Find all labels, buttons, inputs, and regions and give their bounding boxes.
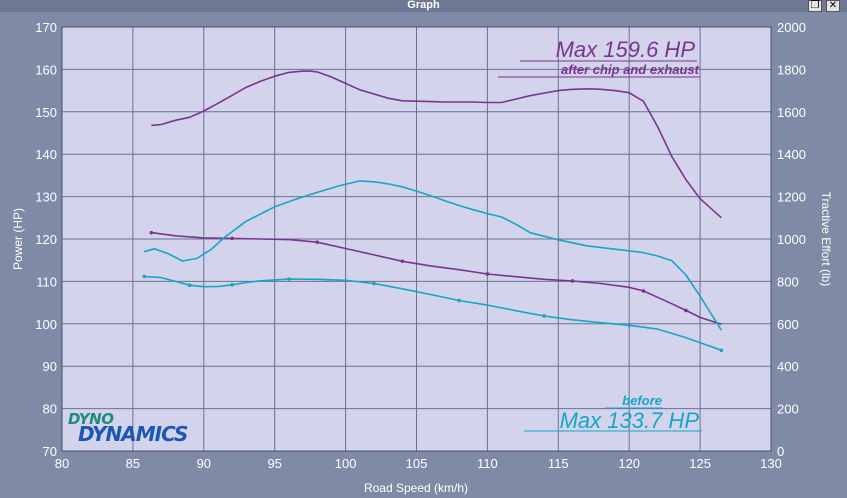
y2-tick-label: 0 <box>777 444 784 459</box>
series-point-before-tractive <box>142 274 147 279</box>
tick-labels: 80 85 90 95 100 105 110 115 120 125 13070809010011… <box>35 20 806 471</box>
series-point-after-tractive <box>230 236 234 241</box>
series-point-before-tractive <box>230 282 234 287</box>
dyno-dynamics-logo: DYNO DYNAMICS <box>66 410 236 450</box>
restore-window-icon[interactable]: ❐ <box>808 0 822 12</box>
series-point-after-tractive <box>570 279 575 283</box>
y2-tick-label: 1400 <box>777 147 806 162</box>
annotation-before-max: Max 133.7 HP <box>560 408 700 433</box>
y-tick-label: 110 <box>36 274 57 289</box>
x-tick-label: 80 <box>55 456 69 471</box>
y-tick-label: 90 <box>43 359 57 374</box>
series-point-after-tractive <box>684 308 688 313</box>
y-tick-label: 170 <box>35 20 57 35</box>
x-tick-label: 115 <box>548 456 569 471</box>
y-tick-label: 130 <box>35 190 57 205</box>
series-line-after-tractive <box>151 231 722 325</box>
series-point-before-tractive <box>287 277 291 281</box>
y-tick-label: 100 <box>35 317 57 332</box>
series-group <box>142 70 724 353</box>
x-tick-label: 95 <box>267 456 281 471</box>
y2-tick-label: 1000 <box>777 232 806 247</box>
logo-line1: DYNO <box>68 410 114 428</box>
plot-border <box>61 26 772 452</box>
x-tick-label: 130 <box>760 456 782 471</box>
series-point-after-tractive <box>641 289 646 293</box>
y2-tick-label: 1800 <box>777 62 806 77</box>
y-tick-label: 140 <box>35 147 57 162</box>
y-tick-label: 150 <box>35 105 57 120</box>
series-line-before-power <box>143 180 723 331</box>
series-point-before-tractive <box>457 298 461 303</box>
series-point-after-tractive <box>149 230 154 235</box>
x-tick-label: 110 <box>477 456 498 471</box>
series-point-after-tractive <box>315 240 320 244</box>
close-icon[interactable]: ✕ <box>826 0 840 12</box>
y-tick-label: 160 <box>35 62 57 77</box>
y2-tick-label: 400 <box>777 359 799 374</box>
y-axis-label: Power (HP) <box>11 208 25 270</box>
x-tick-label: 125 <box>689 456 711 471</box>
x-tick-label: 85 <box>126 456 140 471</box>
y2-tick-label: 600 <box>777 317 799 332</box>
x-tick-label: 120 <box>618 456 640 471</box>
x-tick-label: 105 <box>406 456 428 471</box>
y2-tick-label: 200 <box>777 402 799 417</box>
window-title: Graph <box>407 0 440 11</box>
annotation-before-label: before <box>622 393 662 408</box>
y2-tick-label: 2000 <box>777 20 806 35</box>
series-line-after-power <box>151 70 722 219</box>
series-point-after-tractive <box>485 272 490 276</box>
x-tick-label: 90 <box>197 456 211 471</box>
y-tick-label: 120 <box>35 232 57 247</box>
y-tick-label: 80 <box>43 402 57 417</box>
series-point-after-tractive <box>400 259 405 264</box>
y2-tick-label: 1200 <box>777 190 806 205</box>
logo-line2: DYNAMICS <box>78 422 188 446</box>
annotation-after-max: Max 159.6 HP <box>556 37 696 62</box>
y2-tick-label: 800 <box>777 274 799 289</box>
y-tick-label: 70 <box>43 444 57 459</box>
title-bar: Graph ❐ ✕ <box>0 0 847 12</box>
series-point-before-tractive <box>187 283 192 288</box>
grid <box>62 27 771 451</box>
series-point-before-tractive <box>372 281 376 286</box>
x-tick-label: 100 <box>335 456 357 471</box>
series-point-before-tractive <box>719 348 724 353</box>
y2-axis-label: Tractive Effort (lb) <box>819 192 833 287</box>
annotation-after-subtitle: after chip and exhaust <box>561 62 700 77</box>
x-axis-label: Road Speed (km/h) <box>364 481 468 495</box>
series-point-before-tractive <box>627 323 631 328</box>
series-point-before-tractive <box>542 314 546 318</box>
y2-tick-label: 1600 <box>777 105 806 120</box>
